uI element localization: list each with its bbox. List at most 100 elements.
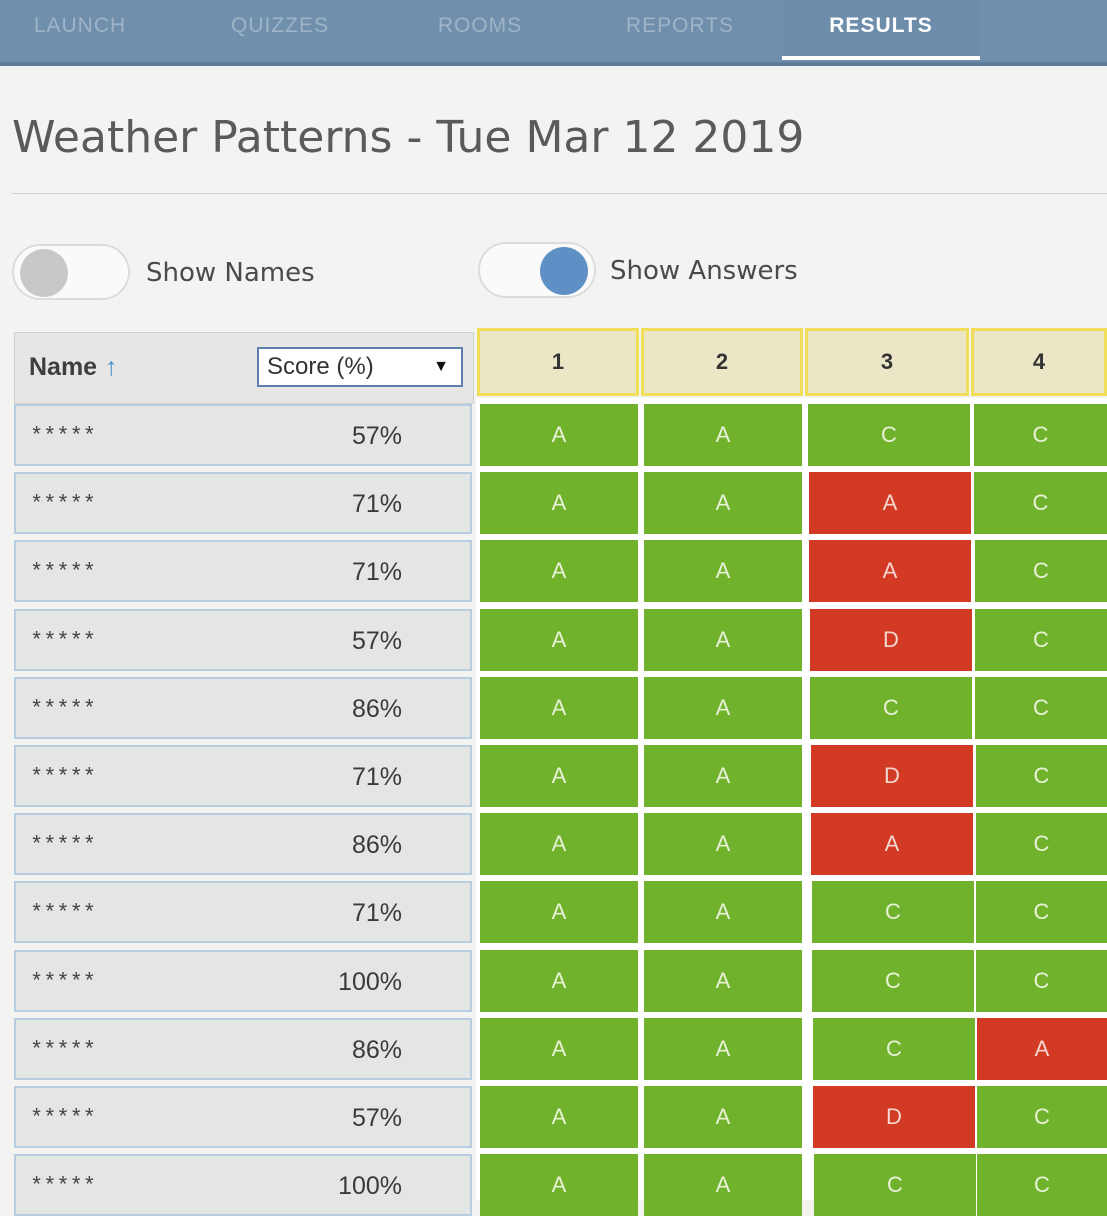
table-row[interactable]: ***** 71% — [14, 472, 472, 534]
answer-cell-q2[interactable]: A — [644, 677, 802, 739]
answer-cell-q2[interactable]: A — [644, 950, 802, 1012]
student-score: 71% — [351, 490, 402, 518]
answer-cell-q3[interactable]: A — [809, 540, 971, 602]
sort-ascending-icon[interactable]: ↑ — [105, 353, 118, 381]
tab-rooms[interactable]: ROOMS — [437, 14, 523, 37]
student-name: ***** — [30, 492, 97, 517]
score-select-value: Score (%) — [267, 353, 374, 380]
answer-cell-q4[interactable]: C — [976, 950, 1107, 1012]
answer-cell-q4[interactable]: C — [977, 1086, 1107, 1148]
answer-cell-q1[interactable]: A — [480, 404, 638, 466]
answer-cell-q1[interactable]: A — [480, 677, 638, 739]
title-divider — [12, 193, 1107, 194]
student-name: ***** — [30, 901, 97, 926]
tab-results[interactable]: RESULTS — [782, 0, 980, 60]
answer-cell-q4[interactable]: C — [976, 745, 1107, 807]
table-row[interactable]: ***** 57% — [14, 1086, 472, 1148]
answer-cell-q2[interactable]: A — [644, 472, 802, 534]
table-row[interactable]: ***** 86% — [14, 1018, 472, 1080]
answer-cell-q4[interactable]: A — [977, 1018, 1107, 1080]
show-answers-label: Show Answers — [610, 256, 798, 286]
show-answers-toggle[interactable] — [478, 242, 596, 298]
table-row[interactable]: ***** 71% — [14, 881, 472, 943]
student-score: 57% — [351, 422, 402, 450]
answer-cell-q3[interactable]: C — [813, 1018, 975, 1080]
answer-cell-q2[interactable]: A — [644, 745, 802, 807]
student-name: ***** — [30, 697, 97, 722]
table-row[interactable]: ***** 100% — [14, 950, 472, 1012]
answer-cell-q1[interactable]: A — [480, 1086, 638, 1148]
student-score: 86% — [351, 831, 402, 859]
answer-cell-q1[interactable]: A — [480, 1018, 638, 1080]
answer-cell-q1[interactable]: A — [480, 609, 638, 671]
answer-cell-q4[interactable]: C — [974, 404, 1107, 466]
answer-cell-q3[interactable]: D — [811, 745, 973, 807]
student-score: 71% — [351, 899, 402, 927]
tab-launch[interactable]: LAUNCH — [33, 14, 127, 37]
student-name: ***** — [30, 765, 97, 790]
answer-cell-q4[interactable]: C — [975, 677, 1107, 739]
answer-cell-q2[interactable]: A — [644, 881, 802, 943]
student-name: ***** — [30, 970, 97, 995]
answer-cell-q4[interactable]: C — [977, 1154, 1107, 1216]
answer-cell-q1[interactable]: A — [480, 472, 638, 534]
show-names-toggle-knob — [20, 249, 68, 297]
show-answers-toggle-knob — [540, 247, 588, 295]
table-row[interactable]: ***** 86% — [14, 677, 472, 739]
table-row[interactable]: ***** 57% — [14, 404, 472, 466]
student-name: ***** — [30, 629, 97, 654]
show-names-toggle[interactable] — [12, 244, 130, 300]
answer-cell-q2[interactable]: A — [644, 1086, 802, 1148]
answer-cell-q3[interactable]: D — [813, 1086, 975, 1148]
student-score: 100% — [338, 968, 402, 996]
answer-cell-q1[interactable]: A — [480, 950, 638, 1012]
table-row[interactable]: ***** 71% — [14, 745, 472, 807]
answer-cell-q3[interactable]: A — [809, 472, 971, 534]
answer-cell-q3[interactable]: C — [808, 404, 970, 466]
answer-cell-q2[interactable]: A — [644, 1154, 802, 1216]
answer-cell-q3[interactable]: C — [810, 677, 972, 739]
table-row[interactable]: ***** 71% — [14, 540, 472, 602]
question-header-2[interactable]: 2 — [641, 328, 803, 396]
answer-cell-q3[interactable]: D — [810, 609, 972, 671]
student-name: ***** — [30, 1106, 97, 1131]
student-score: 71% — [351, 558, 402, 586]
answer-cell-q1[interactable]: A — [480, 540, 638, 602]
student-score: 86% — [351, 695, 402, 723]
table-row[interactable]: ***** 57% — [14, 609, 472, 671]
answer-cell-q3[interactable]: C — [812, 950, 974, 1012]
answer-cell-q2[interactable]: A — [644, 404, 802, 466]
student-score: 100% — [338, 1172, 402, 1200]
tab-quizzes[interactable]: QUIZZES — [230, 14, 329, 37]
answer-cell-q2[interactable]: A — [644, 609, 802, 671]
answer-cell-q4[interactable]: C — [976, 881, 1107, 943]
student-score: 57% — [351, 1104, 402, 1132]
answer-cell-q2[interactable]: A — [644, 540, 802, 602]
student-name: ***** — [30, 833, 97, 858]
answer-cell-q4[interactable]: C — [974, 472, 1107, 534]
answer-cell-q3[interactable]: A — [811, 813, 973, 875]
answer-cell-q4[interactable]: C — [975, 609, 1107, 671]
table-row[interactable]: ***** 86% — [14, 813, 472, 875]
student-score: 57% — [351, 627, 402, 655]
name-column-header[interactable]: Name ↑ — [29, 353, 118, 382]
answer-cell-q1[interactable]: A — [480, 1154, 638, 1216]
question-header-3[interactable]: 3 — [805, 328, 969, 396]
answer-cell-q4[interactable]: C — [975, 540, 1107, 602]
table-row[interactable]: ***** 100% — [14, 1154, 472, 1216]
answer-cell-q3[interactable]: C — [814, 1154, 976, 1216]
question-header-4[interactable]: 4 — [971, 328, 1107, 396]
answer-cell-q1[interactable]: A — [480, 745, 638, 807]
answer-cell-q3[interactable]: C — [812, 881, 974, 943]
student-name: ***** — [30, 1038, 97, 1063]
score-select[interactable]: Score (%) ▼ — [257, 347, 463, 387]
student-score: 71% — [351, 763, 402, 791]
answer-cell-q2[interactable]: A — [644, 1018, 802, 1080]
answer-cell-q2[interactable]: A — [644, 813, 802, 875]
tab-reports[interactable]: REPORTS — [625, 14, 735, 37]
answer-cell-q1[interactable]: A — [480, 813, 638, 875]
answer-cell-q1[interactable]: A — [480, 881, 638, 943]
top-nav: LAUNCH QUIZZES ROOMS REPORTS RESULTS — [0, 0, 1107, 66]
answer-cell-q4[interactable]: C — [976, 813, 1107, 875]
question-header-1[interactable]: 1 — [477, 328, 639, 396]
